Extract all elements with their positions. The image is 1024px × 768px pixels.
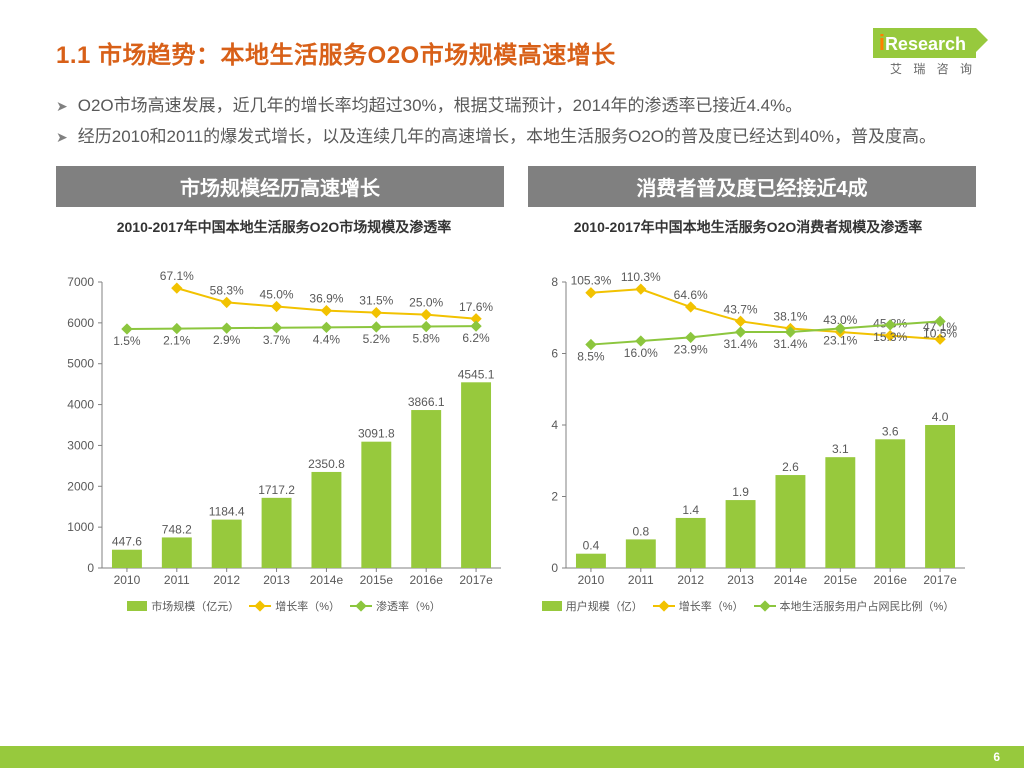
page-number: 6 <box>993 750 1000 764</box>
svg-text:2: 2 <box>551 489 558 503</box>
svg-text:64.6%: 64.6% <box>674 288 708 302</box>
legend-item: 本地生活服务用户占网民比例（%） <box>754 598 955 614</box>
logo-subtitle: 艾 瑞 咨 询 <box>873 60 976 77</box>
svg-text:447.6: 447.6 <box>112 535 142 549</box>
svg-text:25.0%: 25.0% <box>409 296 443 310</box>
svg-text:45.0%: 45.0% <box>260 287 294 301</box>
svg-text:1.4: 1.4 <box>682 503 699 517</box>
svg-text:3.1: 3.1 <box>832 442 849 456</box>
svg-text:2014e: 2014e <box>310 573 344 587</box>
chart-left: 2010-2017年中国本地生活服务O2O市场规模及渗透率 0 1000 2000 3… <box>56 213 512 614</box>
page-title-text: 1.1 市场趋势：本地生活服务O2O市场规模高速增长 <box>56 42 616 69</box>
svg-text:3.7%: 3.7% <box>263 333 291 347</box>
bullet-list: O2O市场高速发展，近几年的增长率均超过30%，根据艾瑞预计，2014年的渗透率… <box>56 91 976 152</box>
svg-text:1.5%: 1.5% <box>113 334 141 348</box>
svg-text:2014e: 2014e <box>774 573 808 587</box>
svg-text:2015e: 2015e <box>360 573 394 587</box>
svg-text:6.2%: 6.2% <box>462 331 490 345</box>
svg-text:36.9%: 36.9% <box>309 292 343 306</box>
svg-text:2013: 2013 <box>263 573 290 587</box>
svg-text:2013: 2013 <box>727 573 754 587</box>
svg-text:0: 0 <box>87 561 94 575</box>
svg-text:2.9%: 2.9% <box>213 333 241 347</box>
svg-text:0.8: 0.8 <box>632 524 649 538</box>
chart-left-title: 2010-2017年中国本地生活服务O2O市场规模及渗透率 <box>56 213 512 238</box>
legend-item: 市场规模（亿元） <box>127 598 239 614</box>
svg-text:23.1%: 23.1% <box>823 333 857 347</box>
chart-right-title: 2010-2017年中国本地生活服务O2O消费者规模及渗透率 <box>520 213 976 238</box>
svg-text:2017e: 2017e <box>923 573 957 587</box>
svg-text:0.4: 0.4 <box>583 539 600 553</box>
svg-text:2.1%: 2.1% <box>163 334 191 348</box>
svg-text:5000: 5000 <box>67 357 94 371</box>
svg-text:5.8%: 5.8% <box>413 332 441 346</box>
svg-text:2012: 2012 <box>677 573 704 587</box>
footer-bar: 6 <box>0 746 1024 768</box>
svg-text:2012: 2012 <box>213 573 240 587</box>
banner-right: 消费者普及度已经接近4成 <box>528 166 976 207</box>
svg-text:4: 4 <box>551 418 558 432</box>
svg-text:43.7%: 43.7% <box>724 302 758 316</box>
svg-text:17.6%: 17.6% <box>459 300 493 314</box>
svg-text:2010: 2010 <box>578 573 605 587</box>
legend-item: 渗透率（%） <box>350 598 441 614</box>
chart-right-plot: 0 2 4 6 8 0.4 2010 0.8 2011 1.4 2012 1.9 2013 2.6 2014… <box>520 238 975 598</box>
svg-text:4545.1: 4545.1 <box>458 367 495 381</box>
svg-text:4.0: 4.0 <box>932 410 949 424</box>
chart-left-legend: 市场规模（亿元） 增长率（%） 渗透率（%） <box>56 598 512 614</box>
legend-item: 用户规模（亿） <box>542 598 643 614</box>
page-title: 1.1 市场趋势：本地生活服务O2O市场规模高速增长 <box>56 35 616 70</box>
banner-left: 市场规模经历高速增长 <box>56 166 504 207</box>
svg-text:105.3%: 105.3% <box>571 274 612 288</box>
svg-text:6: 6 <box>551 346 558 360</box>
bullet-item: 经历2010和2011的爆发式增长，以及连续几年的高速增长，本地生活服务O2O的… <box>56 122 976 153</box>
svg-text:1000: 1000 <box>67 520 94 534</box>
svg-text:2.6: 2.6 <box>782 460 799 474</box>
svg-text:2016e: 2016e <box>874 573 908 587</box>
svg-text:1717.2: 1717.2 <box>258 483 295 497</box>
svg-text:15.3%: 15.3% <box>873 330 907 344</box>
svg-text:2011: 2011 <box>164 573 190 587</box>
svg-text:748.2: 748.2 <box>162 522 192 536</box>
svg-text:1.9: 1.9 <box>732 485 749 499</box>
svg-text:1184.4: 1184.4 <box>209 505 245 519</box>
brand-logo: iResearch 艾 瑞 咨 询 <box>873 28 976 77</box>
svg-text:31.5%: 31.5% <box>359 294 393 308</box>
svg-text:2016e: 2016e <box>410 573 444 587</box>
svg-text:3866.1: 3866.1 <box>408 395 445 409</box>
svg-text:4.4%: 4.4% <box>313 332 341 346</box>
svg-text:3091.8: 3091.8 <box>358 427 395 441</box>
svg-text:58.3%: 58.3% <box>210 283 244 297</box>
svg-text:23.9%: 23.9% <box>674 342 708 356</box>
svg-text:31.4%: 31.4% <box>773 337 807 351</box>
svg-text:2015e: 2015e <box>824 573 858 587</box>
svg-text:2000: 2000 <box>67 479 94 493</box>
logo-main: Research <box>885 34 966 54</box>
svg-text:10.5%: 10.5% <box>923 326 957 340</box>
svg-text:7000: 7000 <box>67 275 94 289</box>
svg-text:3000: 3000 <box>67 438 94 452</box>
svg-text:2011: 2011 <box>628 573 654 587</box>
svg-text:5.2%: 5.2% <box>363 332 391 346</box>
svg-text:3.6: 3.6 <box>882 424 899 438</box>
svg-text:2350.8: 2350.8 <box>308 457 345 471</box>
svg-text:6000: 6000 <box>67 316 94 330</box>
svg-text:16.0%: 16.0% <box>624 346 658 360</box>
legend-item: 增长率（%） <box>249 598 340 614</box>
svg-text:38.1%: 38.1% <box>773 309 807 323</box>
svg-text:2010: 2010 <box>114 573 141 587</box>
svg-text:67.1%: 67.1% <box>160 269 194 283</box>
svg-text:8.5%: 8.5% <box>577 350 605 364</box>
svg-text:110.3%: 110.3% <box>621 270 661 284</box>
svg-text:4000: 4000 <box>67 398 94 412</box>
svg-text:8: 8 <box>551 275 558 289</box>
legend-item: 增长率（%） <box>653 598 744 614</box>
chart-right-legend: 用户规模（亿） 增长率（%） 本地生活服务用户占网民比例（%） <box>520 598 976 614</box>
svg-text:31.4%: 31.4% <box>724 337 758 351</box>
svg-text:2017e: 2017e <box>459 573 493 587</box>
bullet-item: O2O市场高速发展，近几年的增长率均超过30%，根据艾瑞预计，2014年的渗透率… <box>56 91 976 122</box>
chart-left-plot: 0 1000 2000 3000 4000 5000 6000 7000 447.6 2010 74… <box>56 238 511 598</box>
svg-text:0: 0 <box>551 561 558 575</box>
chart-right: 2010-2017年中国本地生活服务O2O消费者规模及渗透率 0 2 4 6 8 0.4 2… <box>520 213 976 614</box>
